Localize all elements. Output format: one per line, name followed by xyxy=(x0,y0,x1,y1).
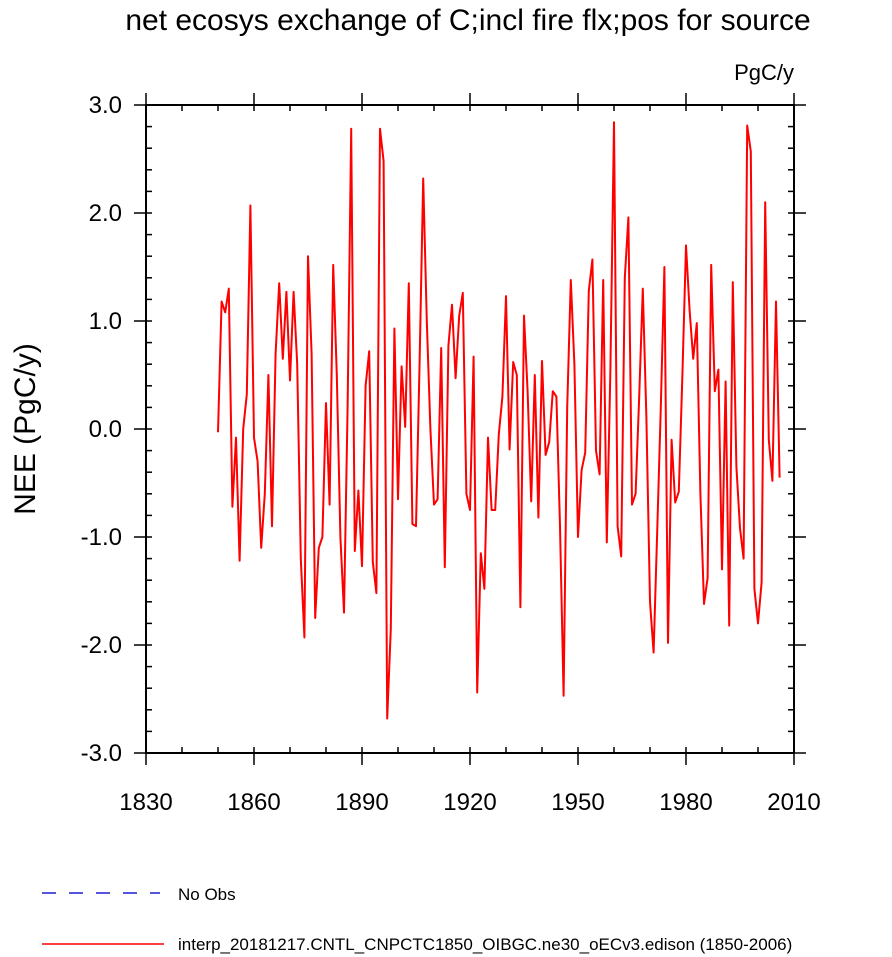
y-tick-labels: -3.0 -2.0 -1.0 0.0 1.0 2.0 3.0 xyxy=(81,92,122,767)
x-tick-label: 1920 xyxy=(443,789,496,816)
y-tick-label: 0.0 xyxy=(89,416,122,443)
x-tick-labels: 1830 1860 1890 1920 1950 1980 2010 xyxy=(119,789,820,816)
y-tick-label: -1.0 xyxy=(81,524,122,551)
y-tick-label: -2.0 xyxy=(81,632,122,659)
y-tick-label: 2.0 xyxy=(89,200,122,227)
legend: No Obs interp_20181217.CNTL_CNPCTC1850_O… xyxy=(42,885,792,954)
x-tick-label: 1830 xyxy=(119,789,172,816)
x-tick-label: 1980 xyxy=(659,789,712,816)
legend-label-model: interp_20181217.CNTL_CNPCTC1850_OIBGC.ne… xyxy=(178,935,792,954)
y-tick-label: -3.0 xyxy=(81,740,122,767)
series-line-nee xyxy=(217,121,781,720)
units-label: PgC/y xyxy=(734,60,794,85)
y-axis-label: NEE (PgC/y) xyxy=(9,343,42,515)
x-tick-label: 1950 xyxy=(551,789,604,816)
major-ticks xyxy=(134,93,806,765)
y-tick-label: 1.0 xyxy=(89,308,122,335)
x-tick-label: 1890 xyxy=(335,789,388,816)
legend-label-no-obs: No Obs xyxy=(178,885,236,904)
x-tick-label: 1860 xyxy=(227,789,280,816)
y-tick-label: 3.0 xyxy=(89,92,122,119)
plot-frame xyxy=(145,104,795,754)
x-tick-label: 2010 xyxy=(767,789,820,816)
chart-title: net ecosys exchange of C;incl fire flx;p… xyxy=(125,4,810,37)
